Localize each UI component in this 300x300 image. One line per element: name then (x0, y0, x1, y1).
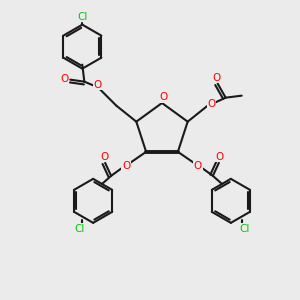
Text: O: O (100, 152, 108, 162)
Text: O: O (122, 161, 130, 171)
Text: O: O (213, 73, 221, 83)
Text: O: O (93, 80, 101, 90)
Text: O: O (194, 161, 202, 171)
Text: O: O (60, 74, 68, 84)
Text: Cl: Cl (240, 224, 250, 234)
Text: Cl: Cl (74, 224, 84, 234)
Text: O: O (160, 92, 168, 103)
Text: O: O (216, 152, 224, 162)
Text: Cl: Cl (77, 12, 88, 22)
Text: O: O (208, 99, 216, 109)
